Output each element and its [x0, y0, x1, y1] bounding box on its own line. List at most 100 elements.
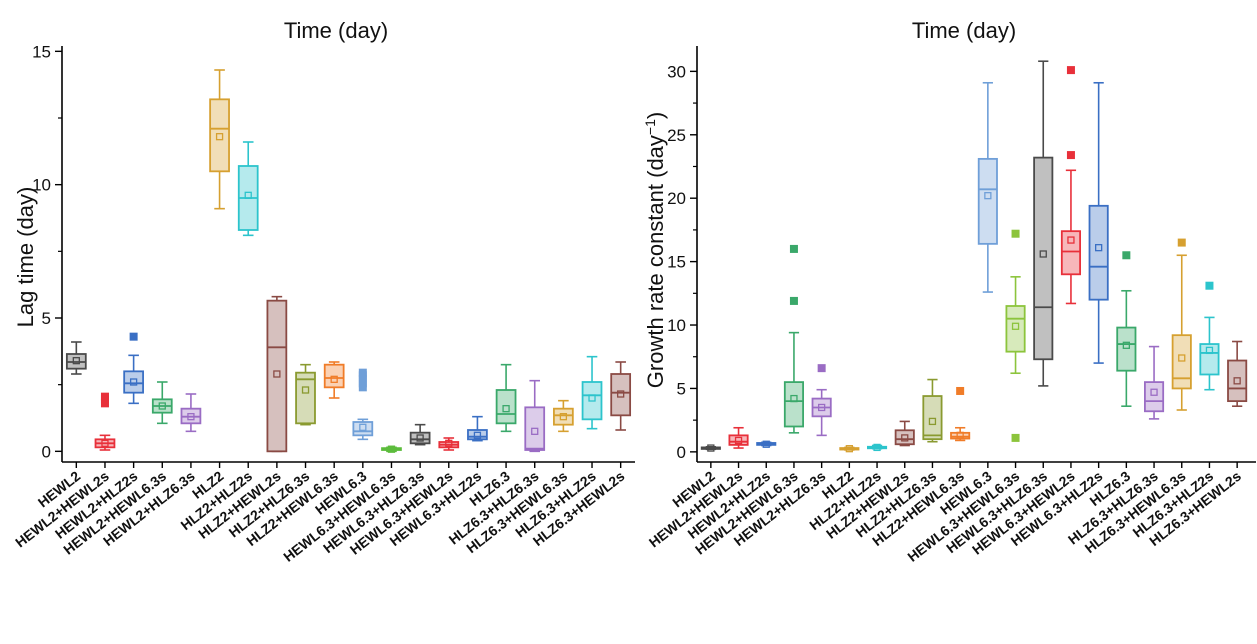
growth-rate-box-6	[867, 443, 888, 452]
mean-marker	[187, 413, 195, 421]
lag-time-box-6	[237, 141, 259, 237]
iqr-box	[977, 157, 998, 245]
mean-marker	[1122, 341, 1130, 349]
growth-rate-panel-title: Time (day)	[912, 18, 1016, 43]
iqr-box	[783, 381, 804, 428]
growth-rate-box-0	[700, 444, 721, 452]
growth-rate-box-8	[922, 378, 943, 443]
outlier-point	[1066, 66, 1075, 75]
iqr-box	[894, 429, 915, 446]
outlier-point	[1122, 251, 1131, 260]
iqr-box	[123, 370, 144, 394]
growth-rate-y-tick-label: 15	[667, 253, 686, 272]
mean-marker	[790, 394, 798, 403]
mean-marker	[707, 444, 715, 452]
mean-marker	[330, 375, 338, 383]
outlier-point	[789, 244, 798, 253]
mean-marker	[845, 445, 853, 453]
mean-marker	[387, 445, 396, 453]
growth-rate-y-tick-label: 20	[667, 189, 686, 208]
outlier-point	[1011, 229, 1020, 238]
growth-rate-y-axis-title-main: Growth rate constant (day	[643, 135, 668, 388]
lag-time-y-tick-label: 10	[32, 176, 51, 195]
iqr-box	[209, 98, 230, 173]
growth-rate-box-5	[839, 445, 860, 453]
growth-rate-box-17	[1171, 238, 1192, 411]
lag-time-box-7	[266, 295, 288, 453]
outlier-point	[817, 364, 826, 373]
mean-marker	[531, 427, 539, 435]
lag-time-box-10	[352, 368, 374, 441]
growth-rate-y-tick-label: 10	[667, 316, 686, 335]
lag-time-y-axis-title: Lag time (day)	[13, 187, 38, 328]
lag-time-box-3	[151, 381, 173, 425]
mean-marker	[901, 434, 909, 442]
mean-marker	[445, 439, 453, 447]
growth-rate-box-13	[1060, 66, 1081, 305]
outlier-point	[1177, 238, 1186, 247]
growth-rate-box-10	[977, 81, 998, 293]
iqr-box	[266, 299, 288, 453]
outlier-point	[956, 386, 965, 395]
growth-rate-box-14	[1088, 81, 1109, 364]
mean-marker	[473, 431, 482, 439]
lag-time-y-tick-label: 0	[42, 442, 51, 461]
mean-marker	[244, 191, 252, 199]
iqr-box	[467, 429, 488, 441]
mean-marker	[158, 402, 166, 410]
lag-time-box-13	[438, 437, 460, 451]
mean-marker	[72, 357, 80, 365]
lag-time-box-19	[610, 361, 632, 431]
growth-rate-panel: Time (day) Growth rate constant (day−1) …	[642, 18, 1256, 565]
iqr-box	[1171, 334, 1192, 390]
mean-marker	[956, 431, 964, 440]
iqr-box	[1033, 156, 1054, 361]
iqr-box	[553, 407, 574, 426]
iqr-box	[1060, 230, 1081, 276]
outlier-point	[1205, 281, 1214, 290]
lag-time-box-14	[467, 415, 488, 442]
lag-time-box-4	[180, 393, 202, 433]
growth-rate-y-tick-label: 0	[677, 443, 686, 462]
mean-marker	[617, 390, 625, 398]
mean-marker	[559, 413, 568, 421]
iqr-box	[1116, 326, 1137, 372]
outlier-point	[789, 296, 798, 305]
iqr-box	[1144, 381, 1165, 413]
growth-rate-box-18	[1199, 281, 1220, 391]
lag-time-y-tick-label: 15	[32, 42, 51, 61]
mean-marker	[1067, 236, 1075, 244]
mean-marker	[734, 436, 743, 445]
iqr-box	[1088, 204, 1109, 301]
growth-rate-box-19	[1227, 340, 1248, 407]
iqr-box	[610, 373, 632, 417]
lag-time-box-17	[553, 399, 574, 433]
iqr-box	[295, 371, 316, 425]
growth-rate-box-15	[1116, 251, 1137, 407]
mean-marker	[818, 403, 826, 412]
lag-time-y-tick-label: 5	[42, 309, 51, 328]
lag-time-box-12	[409, 423, 431, 446]
iqr-box	[1199, 343, 1220, 376]
growth-rate-y-axis-title-superscript: −1	[642, 119, 658, 135]
growth-rate-box-9	[950, 386, 971, 442]
lag-time-box-1	[94, 392, 116, 451]
lag-time-box-16	[524, 379, 546, 453]
mean-marker	[762, 440, 770, 448]
mean-marker	[215, 133, 224, 141]
iqr-box	[1227, 359, 1248, 403]
mean-marker	[873, 443, 881, 452]
outlier-point	[129, 332, 138, 341]
mean-marker	[588, 394, 596, 402]
growth-rate-box-2	[756, 440, 777, 448]
mean-marker	[301, 386, 310, 394]
mean-marker	[1150, 388, 1158, 396]
lag-time-box-0	[65, 341, 87, 375]
mean-marker	[984, 192, 992, 200]
iqr-box	[922, 395, 943, 441]
mean-marker	[1039, 250, 1047, 258]
lag-time-panel-title: Time (day)	[284, 18, 388, 43]
iqr-box	[409, 431, 431, 445]
